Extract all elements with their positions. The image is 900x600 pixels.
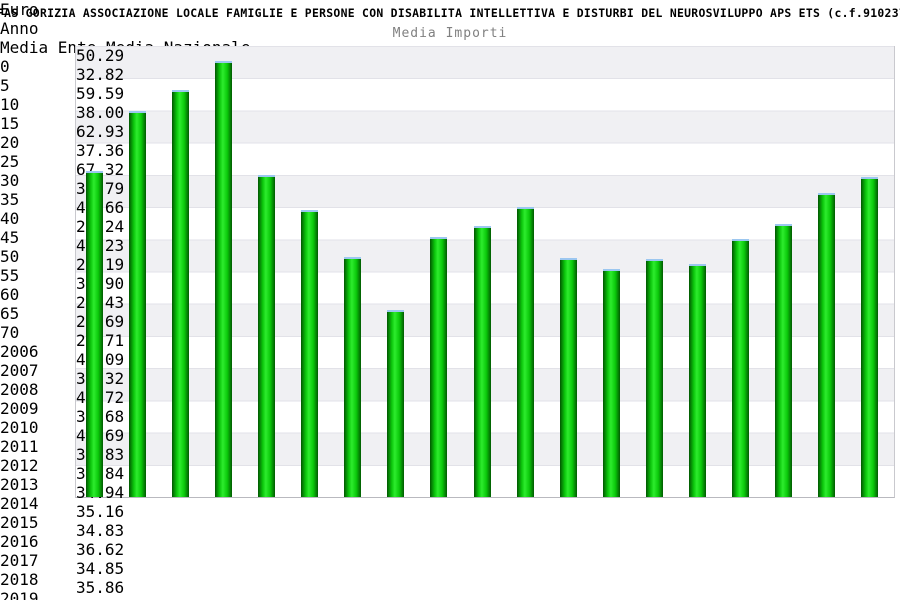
bar-media-ente[interactable] — [258, 175, 276, 497]
x-tick-label: 2013 — [0, 475, 39, 494]
y-tick-label: 40 — [0, 209, 20, 228]
bar-media-nazionale[interactable] — [103, 286, 120, 498]
bar-value-label: 35.86 — [76, 578, 125, 597]
bar-media-nazionale[interactable] — [404, 319, 421, 498]
x-tick-label: 2011 — [0, 437, 39, 456]
bar-media-nazionale[interactable] — [749, 262, 766, 497]
bar-media-ente[interactable] — [817, 193, 835, 497]
bar-value-label: 35.16 — [76, 502, 125, 521]
bar-media-ente[interactable] — [559, 257, 577, 497]
legend-label-media-ente: Media Ente — [0, 38, 97, 57]
y-tick-label: 65 — [0, 304, 20, 323]
bar-media-ente[interactable] — [516, 207, 534, 497]
x-axis-title: Anno — [0, 19, 39, 38]
bar-media-ente[interactable] — [387, 310, 405, 497]
bar-value-label: 37.36 — [76, 141, 125, 160]
bar-value-label: 49.66 — [76, 198, 894, 217]
bar-value-label: 50.29 — [76, 46, 125, 65]
bar-media-nazionale[interactable] — [318, 322, 335, 497]
bar-media-nazionale[interactable] — [620, 273, 637, 497]
bar-value-label: 34.83 — [76, 521, 125, 540]
x-tick-label: 2017 — [0, 551, 39, 570]
x-tick-label: 2008 — [0, 380, 39, 399]
chart-subtitle: Media Importi — [392, 26, 508, 41]
x-tick-label: 2009 — [0, 399, 39, 418]
x-tick-label: 2018 — [0, 570, 39, 589]
bar-media-ente[interactable] — [430, 236, 448, 497]
y-tick-label: 45 — [0, 228, 20, 247]
y-axis-title: Euro — [0, 0, 39, 19]
bar-media-ente[interactable] — [215, 61, 233, 497]
x-tick-label: 2010 — [0, 418, 39, 437]
y-tick-label: 5 — [0, 76, 10, 95]
bar-media-nazionale[interactable] — [792, 256, 809, 498]
bar-media-ente[interactable] — [473, 226, 491, 497]
bar-media-ente[interactable] — [645, 259, 663, 497]
bar-value-label: 67.32 — [76, 160, 125, 179]
bar-media-ente[interactable] — [688, 264, 706, 497]
bar-value-label: 59.59 — [76, 84, 125, 103]
bar-media-ente[interactable] — [860, 176, 878, 497]
y-tick-label: 10 — [0, 95, 20, 114]
bar-media-ente[interactable] — [344, 257, 362, 497]
bar-media-nazionale[interactable] — [706, 258, 723, 497]
bar-media-nazionale[interactable] — [447, 276, 464, 497]
x-tick-label: 2019 — [0, 589, 39, 600]
bar-media-ente[interactable] — [129, 111, 147, 497]
bar-media-nazionale[interactable] — [361, 307, 378, 497]
chart-title: FAS GORIZIA ASSOCIAZIONE LOCALE FAMIGLIE… — [0, 6, 900, 20]
bar-media-ente[interactable] — [86, 171, 103, 497]
bar-value-label: 38.00 — [76, 103, 125, 122]
bar-media-ente[interactable] — [301, 210, 319, 497]
bar-media-ente[interactable] — [774, 224, 792, 497]
y-tick-label: 35 — [0, 190, 20, 209]
y-tick-label: 0 — [0, 57, 10, 76]
bar-media-nazionale[interactable] — [491, 274, 508, 497]
plot-area: 50.2932.8259.5938.0062.9337.3667.3234.79… — [75, 46, 895, 600]
y-tick-label: 50 — [0, 247, 20, 266]
x-tick-label: 2007 — [0, 361, 39, 380]
bar-value-label: 32.82 — [76, 65, 125, 84]
x-tick-label: 2012 — [0, 456, 39, 475]
x-tick-label: 2015 — [0, 513, 39, 532]
bar-media-nazionale[interactable] — [189, 256, 206, 497]
y-tick-label: 15 — [0, 114, 20, 133]
bar-media-ente[interactable] — [172, 89, 190, 497]
y-tick-label: 20 — [0, 133, 20, 152]
bar-media-ente[interactable] — [602, 268, 620, 497]
x-tick-label: 2016 — [0, 532, 39, 551]
bar-media-nazionale[interactable] — [146, 252, 163, 497]
bar-value-label: 36.62 — [76, 540, 125, 559]
bar-value-label: 34.85 — [76, 559, 125, 578]
y-tick-label: 70 — [0, 323, 20, 342]
bar-value-label: 37.05 — [76, 597, 894, 600]
bar-media-nazionale[interactable] — [275, 309, 292, 497]
x-tick-label: 2006 — [0, 342, 39, 361]
y-tick-label: 60 — [0, 285, 20, 304]
bar-value-label: 62.93 — [76, 122, 125, 141]
bar-media-nazionale[interactable] — [577, 272, 594, 497]
bar-media-nazionale[interactable] — [663, 273, 680, 498]
y-tick-label: 55 — [0, 266, 20, 285]
y-tick-label: 25 — [0, 152, 20, 171]
bar-media-nazionale[interactable] — [232, 273, 249, 497]
x-tick-label: 2014 — [0, 494, 39, 513]
bar-media-ente[interactable] — [731, 239, 749, 497]
bar-value-label: 34.79 — [76, 179, 894, 198]
bar-media-nazionale[interactable] — [534, 273, 551, 497]
y-tick-label: 30 — [0, 171, 20, 190]
